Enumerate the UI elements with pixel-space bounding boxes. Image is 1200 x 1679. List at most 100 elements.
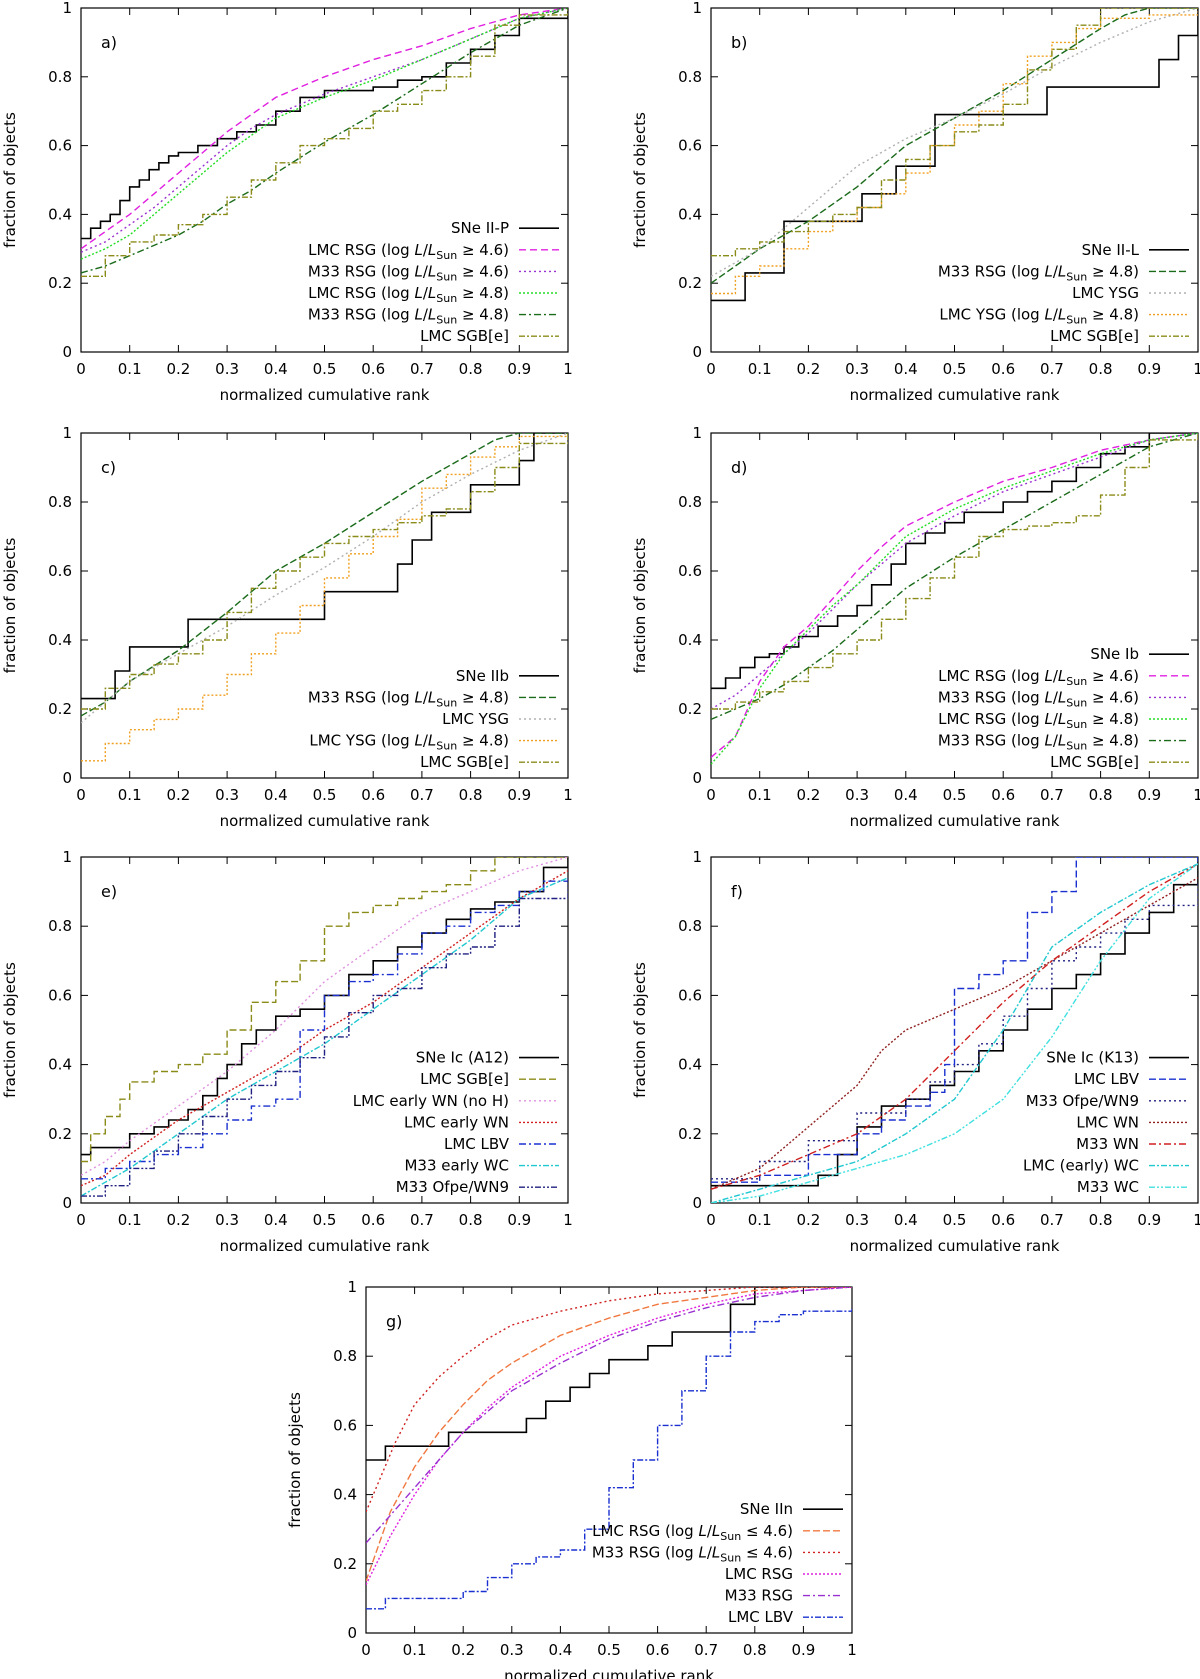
legend-entry: LMC LBV [1074,1070,1189,1088]
series-line-5 [366,1287,852,1544]
series-line-5 [711,433,1198,721]
x-tick-label: 0.3 [845,1211,869,1229]
legend-label: LMC SGB[e] [1050,327,1139,345]
legend-entry: LMC RSG [725,1565,843,1583]
y-tick-label: 1 [62,0,72,17]
series-line-6 [711,433,1198,710]
series-line-3 [711,433,1198,710]
series-line-4 [711,11,1198,295]
y-tick-label: 0.8 [678,68,702,86]
legend-label: LMC RSG (log L/LSun ≥ 4.6) [938,667,1139,688]
legend-entry: SNe IIb [456,667,559,685]
y-tick-label: 0 [692,343,702,361]
series-line-4 [711,433,1198,765]
x-tick-label: 0 [361,1641,371,1659]
y-tick-label: 0.6 [48,562,72,580]
y-tick-label: 0 [692,769,702,787]
x-tick-label: 0.9 [1137,360,1161,378]
x-tick-label: 0.2 [166,360,190,378]
y-tick-label: 0.8 [678,917,702,935]
x-tick-label: 0.6 [361,1211,385,1229]
legend-label: M33 RSG [725,1587,793,1605]
legend-entry: LMC RSG (log L/LSun ≥ 4.6) [938,667,1189,688]
x-tick-label: 0.8 [743,1641,767,1659]
legend-entry: LMC (early) WC [1023,1157,1189,1175]
legend-entry: M33 early WC [404,1157,559,1175]
y-tick-label: 0 [62,1194,72,1212]
x-tick-label: 0.4 [264,1211,288,1229]
y-tick-label: 0.4 [333,1486,357,1504]
series-line-1 [81,433,568,700]
x-tick-label: 0.2 [796,360,820,378]
y-axis-label: fraction of objects [1,112,19,248]
y-tick-label: 1 [62,848,72,866]
series-line-3 [81,433,568,724]
x-tick-label: 0.3 [845,360,869,378]
y-tick-label: 0.4 [48,205,72,223]
legend-label: SNe Ib [1090,645,1139,663]
legend-entry: SNe Ib [1090,645,1189,663]
legend-label: LMC SGB[e] [420,1070,509,1088]
x-tick-label: 0.4 [894,786,918,804]
y-axis-label: fraction of objects [286,1392,304,1528]
legend-label: LMC RSG (log L/LSun ≤ 4.6) [592,1522,793,1543]
x-tick-label: 0.6 [991,1211,1015,1229]
y-tick-label: 1 [692,424,702,442]
y-tick-label: 0.6 [48,137,72,155]
legend-label: LMC RSG [725,1565,793,1583]
y-tick-label: 0 [62,343,72,361]
series-group [81,433,568,762]
legend-entry: SNe Ic (K13) [1046,1049,1189,1067]
legend-label: LMC SGB[e] [420,327,509,345]
series-line-2 [711,857,1198,1183]
legend-label: LMC YSG [442,710,509,728]
legend-label: M33 WC [1077,1178,1139,1196]
x-tick-label: 0.2 [451,1641,475,1659]
legend-label: LMC LBV [1074,1070,1140,1088]
x-tick-label: 0.8 [1089,360,1113,378]
x-tick-label: 0.4 [264,786,288,804]
legend-entry: LMC YSG [1072,284,1189,302]
legend-entry: M33 Ofpe/WN9 [1026,1092,1189,1110]
legend-entry: LMC LBV [444,1135,559,1153]
panel-label: f) [731,882,743,901]
x-tick-label: 0.3 [500,1641,524,1659]
y-tick-label: 0.8 [48,493,72,511]
series-line-3 [81,8,568,253]
series-line-6 [366,1307,852,1610]
x-tick-label: 0.1 [118,1211,142,1229]
x-axis-label: normalized cumulative rank [850,812,1060,830]
x-tick-label: 0 [706,360,716,378]
x-tick-label: 0.3 [215,1211,239,1229]
x-tick-label: 0 [76,360,86,378]
legend-entry: M33 RSG (log L/LSun ≥ 4.6) [938,688,1189,709]
x-tick-label: 0.4 [894,1211,918,1229]
legend-entry: LMC RSG (log L/LSun ≥ 4.8) [308,284,559,305]
y-tick-label: 1 [62,424,72,442]
x-tick-label: 0.8 [459,360,483,378]
y-tick-label: 0.4 [48,631,72,649]
legend-label: SNe II-L [1082,241,1140,259]
x-tick-label: 0.1 [118,786,142,804]
y-tick-label: 0.4 [678,631,702,649]
chart-panel-6: 0 0.1 0.2 0.3 0.4 0.5 0.6 0.7 0.8 0.9 1 0 0.2 0.4 0.6 0… [631,848,1200,1255]
x-tick-label: 0.4 [264,360,288,378]
y-tick-label: 0.2 [678,274,702,292]
chart-panel-2: 0 0.1 0.2 0.3 0.4 0.5 0.6 0.7 0.8 0.9 1 0 0.2 0.4 0.6 0… [631,0,1200,404]
series-line-1 [711,433,1198,690]
y-axis-label: fraction of objects [631,962,649,1098]
legend-label: LMC early WN [404,1113,509,1131]
y-tick-label: 0.6 [333,1416,357,1434]
x-tick-label: 1 [1193,360,1200,378]
x-tick-label: 0.7 [410,360,434,378]
x-tick-label: 1 [563,360,573,378]
x-tick-label: 0.7 [410,1211,434,1229]
x-tick-label: 0.9 [791,1641,815,1659]
legend-entry: M33 RSG (log L/LSun ≥ 4.6) [308,262,559,283]
legend-entry: SNe Ic (A12) [416,1049,559,1067]
legend-entry: LMC SGB[e] [420,327,559,345]
series-group [711,857,1198,1203]
legend-entry: SNe II-P [451,219,559,237]
x-tick-label: 0.8 [459,1211,483,1229]
legend-entry: LMC early WN (no H) [353,1092,559,1110]
